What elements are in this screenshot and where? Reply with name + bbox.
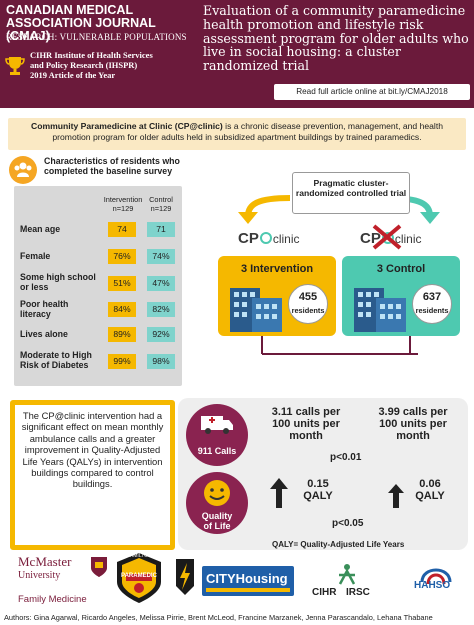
ambulance-icon [201,416,233,434]
intervention-column-header: Intervention n=129 [98,195,148,213]
mcmaster-university: University [18,570,61,581]
people-icon [9,156,37,184]
journal-name: CANADIAN MEDICAL ASSOCIATION JOURNAL (CM… [6,3,156,43]
row-label-mean-age: Mean age [20,224,61,234]
control-column-header: Control n=129 [136,195,186,213]
control-calls: 3.99 calls per 100 units per month [378,406,448,442]
building-icon [354,288,406,332]
row-label-lives-alone: Lives alone [20,329,68,339]
conclusion-box: The CP@clinic intervention had a signifi… [10,400,175,550]
control-residents-count: 637 residents [412,284,452,324]
award-text: CIHR Institute of Health Services and Po… [30,50,196,80]
row-label-health-literacy: Poor health literacy [20,299,69,319]
at-sign-icon [259,232,272,244]
cp-clinic-logo-crossed: CP clinic [360,230,422,248]
building-icon [230,288,282,332]
intervention-group-label: 3 Intervention [240,263,314,275]
control-education: 47% [147,276,175,291]
intervention-calls: 3.11 calls per 100 units per month [271,406,341,442]
article-title: Evaluation of a community paramedicine h… [203,3,469,74]
control-female: 74% [147,249,175,264]
control-qaly: 0.06 QALY [410,478,450,502]
award-line-3: 2019 Article of the Year [30,70,116,80]
intervention-mean-age: 74 [108,222,136,237]
intro-description: Community Paramedicine at Clinic (CP@cli… [8,118,466,150]
irsc-text: IRSC [346,587,370,598]
mcmaster-crest-icon [91,557,107,577]
quality-of-life-label-1: Quality [201,511,233,521]
paramedic-text: PARAMEDIC [121,573,157,579]
cp-logo-prefix: CP [238,230,259,247]
city-housing-text: CITYHousing [206,571,288,586]
row-label-female: Female [20,251,51,261]
intervention-lives-alone: 89% [108,327,136,342]
arrow-up-large-icon [270,478,288,508]
calls-p-value: p<0.01 [330,452,362,463]
intro-bold: Community Paramedicine at Clinic (CP@cli… [31,121,223,131]
cp-logo-crossed-clinic: clinic [394,232,422,246]
paramedic-badge-icon [117,553,161,603]
control-count-unit: residents [415,306,449,315]
intervention-female: 76% [108,249,136,264]
award-line-2: and Policy Research (IHSPR) [30,60,138,70]
intervention-count-value: 455 [298,291,318,303]
control-header-n: n=129 [150,204,172,213]
intervention-header-label: Intervention [103,195,143,204]
cp-clinic-logo: CP clinic [238,230,300,248]
intervention-health-literacy: 84% [108,302,136,317]
quality-of-life-label: Quality of Life [186,511,248,531]
award-line-1: CIHR Institute of Health Services [30,50,153,60]
lightning-shield-icon [176,559,194,595]
mcmaster-name: McMaster [18,554,72,569]
paramedic-hamilton-text: HAMILTON [126,553,152,559]
intervention-education: 51% [108,276,136,291]
intro-text: is a chronic disease prevention, managem… [52,121,443,142]
control-qaly-unit: QALY [415,490,445,502]
quality-of-life-label-2: of Life [203,521,231,531]
connector-lines [261,336,418,355]
intervention-residents-count: 455 residents [288,284,328,324]
characteristics-title: Characteristics of residents who complet… [44,156,180,176]
control-qaly-value: 0.06 [419,478,441,490]
intervention-diabetes: 99% [108,354,136,369]
control-mean-age: 71 [147,222,175,237]
read-article-link[interactable]: Read full article online at bit.ly/CMAJ2… [274,84,470,100]
intervention-header-n: n=129 [112,204,134,213]
control-health-literacy: 82% [147,302,175,317]
intervention-qaly-value: 0.15 [307,478,329,490]
cross-out-icon [372,224,402,250]
header-left-panel [0,0,196,108]
mcmaster-logo: McMaster University [18,554,88,581]
intervention-qaly-unit: QALY [303,490,333,502]
research-category: RESEARCH: VULNERABLE POPULATIONS [6,32,187,42]
calls-label: 911 Calls [197,446,237,456]
cp-logo-clinic: clinic [272,232,300,246]
control-count-value: 637 [422,291,442,303]
cihr-text: CIHR [312,587,337,598]
cihr-logo-icon [338,564,356,585]
row-label-diabetes: Moderate to High Risk of Diabetes [20,350,92,370]
control-lives-alone: 92% [147,327,175,342]
family-medicine-label: Family Medicine [18,594,87,605]
arrow-up-small-icon [388,484,404,508]
row-label-education: Some high school or less [20,272,96,292]
cp-logo-crossed-prefix: CP [360,230,381,247]
trial-design-label: Pragmatic cluster-randomized controlled … [292,172,410,214]
qaly-definition: QALY= Quality-Adjusted Life Years [272,540,405,549]
hahso-swirl-icon [420,568,452,585]
intervention-qaly: 0.15 QALY [298,478,338,502]
authors-line: Authors: Gina Agarwal, Ricardo Angeles, … [4,613,433,622]
control-header-label: Control [149,195,173,204]
qaly-p-value: p<0.05 [332,518,364,529]
control-diabetes: 98% [147,354,175,369]
intervention-count-unit: residents [291,306,325,315]
smiley-icon [204,480,230,506]
trophy-icon [5,57,25,75]
calls-circle [186,404,248,466]
control-group-label: 3 Control [376,263,426,275]
hahso-text: HAHSO [414,580,451,591]
city-housing-stripe [206,588,290,592]
